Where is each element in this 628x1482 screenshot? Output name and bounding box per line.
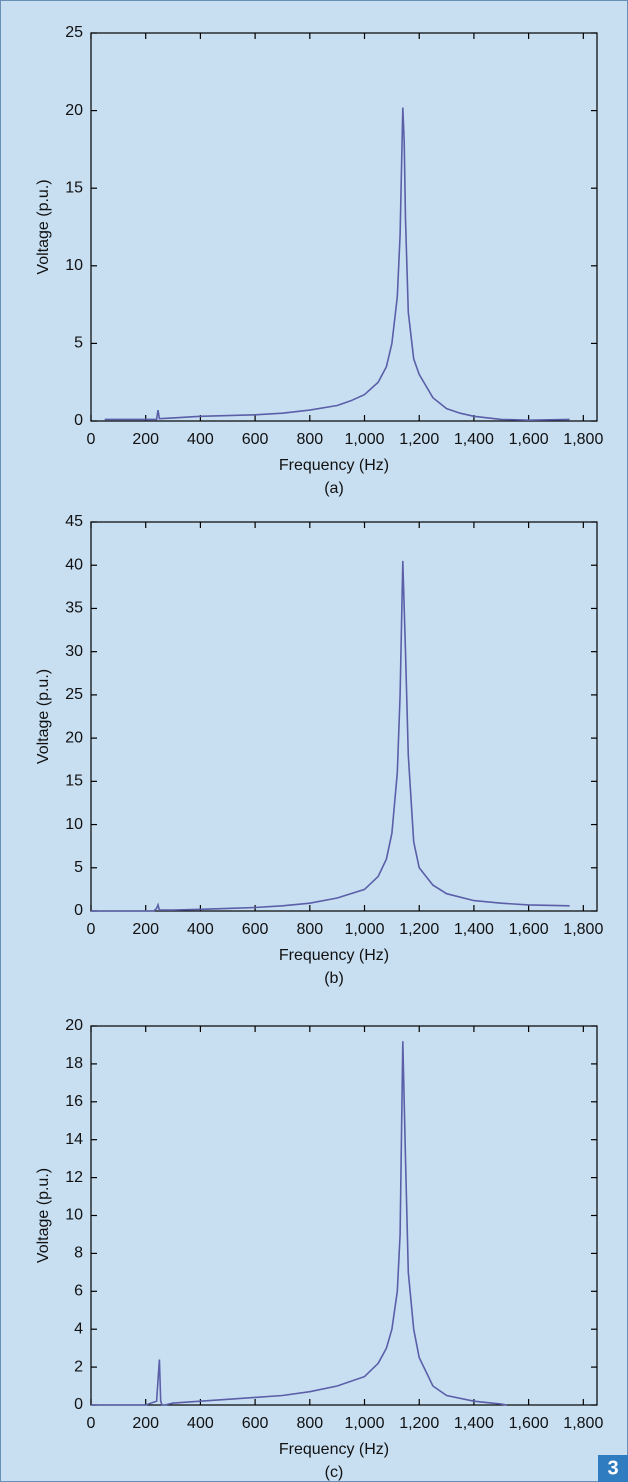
- y-axis-label: Voltage (p.u.): [35, 1168, 52, 1263]
- y-axis-label: Voltage (p.u.): [35, 669, 52, 764]
- x-tick-label: 1,000: [344, 1415, 384, 1432]
- x-tick-label: 1,800: [563, 1415, 603, 1432]
- x-axis-label: Frequency (Hz): [279, 947, 389, 964]
- data-line: [104, 107, 570, 422]
- x-tick-label: 0: [87, 431, 96, 448]
- y-tick-label: 25: [65, 686, 83, 703]
- x-tick-label: 1,400: [454, 921, 494, 938]
- y-tick-label: 45: [65, 513, 83, 530]
- x-tick-label: 200: [132, 431, 159, 448]
- x-tick-label: 800: [296, 1415, 323, 1432]
- x-tick-label: 1,200: [399, 921, 439, 938]
- figure-number: 3: [607, 1457, 618, 1479]
- y-tick-label: 10: [65, 816, 83, 833]
- caption: (c): [325, 1464, 344, 1481]
- x-tick-label: 0: [87, 1415, 96, 1432]
- data-line: [91, 560, 570, 912]
- y-tick-label: 20: [65, 729, 83, 746]
- x-tick-label: 600: [242, 921, 269, 938]
- x-tick-label: 1,600: [509, 921, 549, 938]
- x-axis-label: Frequency (Hz): [279, 457, 389, 474]
- axes-box: [90, 521, 598, 912]
- y-tick-label: 0: [74, 1396, 83, 1413]
- x-tick-label: 1,400: [454, 1415, 494, 1432]
- y-tick-label: 16: [65, 1093, 83, 1110]
- x-tick-label: 1,600: [509, 431, 549, 448]
- y-tick-label: 8: [74, 1245, 83, 1262]
- y-tick-label: 0: [74, 902, 83, 919]
- data-line: [91, 1041, 507, 1406]
- y-tick-label: 4: [74, 1320, 83, 1337]
- x-tick-label: 200: [132, 1415, 159, 1432]
- y-tick-label: 0: [74, 412, 83, 429]
- x-tick-label: 1,200: [399, 1415, 439, 1432]
- x-tick-label: 600: [242, 431, 269, 448]
- caption: (a): [324, 480, 344, 497]
- y-tick-label: 15: [65, 179, 83, 196]
- caption: (b): [324, 970, 344, 987]
- x-tick-label: 1,200: [399, 431, 439, 448]
- x-tick-label: 800: [296, 431, 323, 448]
- figure-number-badge: [598, 1455, 628, 1482]
- y-tick-label: 30: [65, 643, 83, 660]
- y-tick-label: 6: [74, 1283, 83, 1300]
- y-tick-label: 40: [65, 556, 83, 573]
- y-tick-label: 18: [65, 1055, 83, 1072]
- y-tick-label: 10: [65, 1207, 83, 1224]
- y-tick-label: 2: [74, 1358, 83, 1375]
- y-tick-label: 5: [74, 335, 83, 352]
- y-tick-label: 35: [65, 600, 83, 617]
- x-tick-label: 1,800: [563, 921, 603, 938]
- x-tick-label: 400: [187, 1415, 214, 1432]
- x-tick-label: 1,000: [344, 431, 384, 448]
- x-tick-label: 1,800: [563, 431, 603, 448]
- x-tick-label: 1,400: [454, 431, 494, 448]
- x-tick-label: 0: [87, 921, 96, 938]
- y-tick-label: 10: [65, 257, 83, 274]
- y-tick-label: 12: [65, 1169, 83, 1186]
- y-axis-label: Voltage (p.u.): [35, 179, 52, 274]
- y-tick-label: 25: [65, 24, 83, 41]
- y-tick-label: 20: [65, 1017, 83, 1034]
- axes-box: [90, 32, 598, 422]
- x-tick-label: 1,000: [344, 921, 384, 938]
- x-axis-label: Frequency (Hz): [279, 1441, 389, 1458]
- x-tick-label: 800: [296, 921, 323, 938]
- x-tick-label: 600: [242, 1415, 269, 1432]
- y-tick-label: 20: [65, 102, 83, 119]
- x-tick-label: 400: [187, 431, 214, 448]
- x-tick-label: 400: [187, 921, 214, 938]
- y-tick-label: 14: [65, 1131, 83, 1148]
- y-tick-label: 15: [65, 773, 83, 790]
- y-tick-label: 5: [74, 859, 83, 876]
- x-tick-label: 200: [132, 921, 159, 938]
- x-tick-label: 1,600: [509, 1415, 549, 1432]
